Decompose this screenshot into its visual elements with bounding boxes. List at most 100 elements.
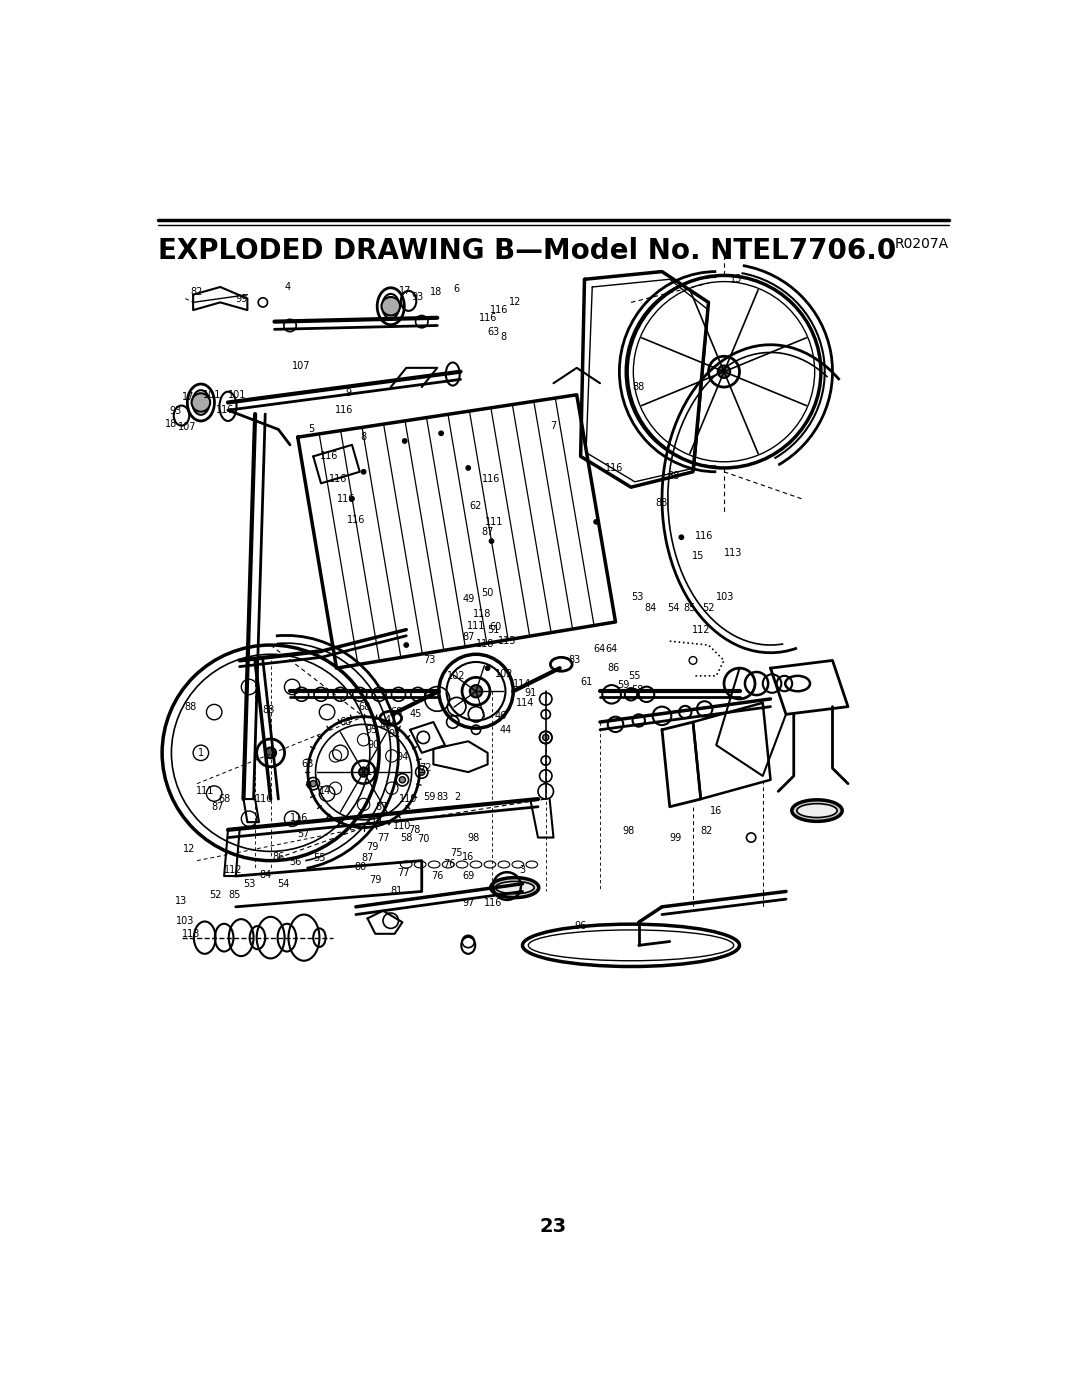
Text: 116: 116 xyxy=(484,898,502,908)
Circle shape xyxy=(438,432,444,436)
Circle shape xyxy=(381,298,400,316)
Circle shape xyxy=(679,535,684,539)
Circle shape xyxy=(191,393,211,412)
Text: 88: 88 xyxy=(262,705,274,715)
Text: 99: 99 xyxy=(235,293,248,303)
Circle shape xyxy=(489,539,494,543)
Text: 95: 95 xyxy=(365,725,378,735)
Circle shape xyxy=(362,469,366,474)
Text: 5: 5 xyxy=(309,425,315,434)
Text: 73: 73 xyxy=(423,655,435,665)
Text: 85: 85 xyxy=(228,890,241,900)
Text: 60: 60 xyxy=(489,622,501,633)
Text: 70: 70 xyxy=(417,834,430,844)
Text: 12: 12 xyxy=(184,844,195,854)
Text: 78: 78 xyxy=(408,824,420,835)
Text: 15: 15 xyxy=(692,552,704,562)
Text: 77: 77 xyxy=(397,868,409,877)
Text: 61: 61 xyxy=(580,678,592,687)
Text: 84: 84 xyxy=(645,604,657,613)
Text: 116: 116 xyxy=(337,493,355,504)
Text: 3: 3 xyxy=(519,865,526,875)
Text: 69: 69 xyxy=(462,872,474,882)
Text: 86: 86 xyxy=(607,664,619,673)
Text: 68: 68 xyxy=(301,760,313,770)
Text: 118: 118 xyxy=(476,638,495,648)
Text: 116: 116 xyxy=(605,462,623,474)
Text: 111: 111 xyxy=(467,620,485,631)
Text: 8: 8 xyxy=(500,332,507,342)
Text: 113: 113 xyxy=(724,548,742,557)
Circle shape xyxy=(350,496,354,502)
Text: 90: 90 xyxy=(367,740,380,750)
Text: 88: 88 xyxy=(633,383,645,393)
Text: 94: 94 xyxy=(396,752,408,761)
Text: 81: 81 xyxy=(391,887,403,897)
Text: 107: 107 xyxy=(293,362,311,372)
Circle shape xyxy=(465,465,471,471)
Text: 53: 53 xyxy=(631,592,644,602)
Ellipse shape xyxy=(797,803,837,817)
Text: 98: 98 xyxy=(468,833,480,842)
Text: 116: 116 xyxy=(321,451,339,461)
Circle shape xyxy=(403,439,407,443)
Text: 46: 46 xyxy=(495,711,507,721)
Ellipse shape xyxy=(792,800,842,821)
Text: 8: 8 xyxy=(361,432,367,441)
Text: 75: 75 xyxy=(450,848,463,858)
Text: 1: 1 xyxy=(198,747,204,757)
Text: 93: 93 xyxy=(411,292,424,302)
Text: 64: 64 xyxy=(594,644,606,654)
Text: 97: 97 xyxy=(462,898,474,908)
Text: 49: 49 xyxy=(462,594,474,604)
Text: 116: 116 xyxy=(480,313,498,323)
Text: 112: 112 xyxy=(691,624,710,634)
Circle shape xyxy=(470,685,482,697)
Text: 88: 88 xyxy=(667,471,679,481)
Circle shape xyxy=(404,643,408,647)
Text: 91: 91 xyxy=(524,687,537,697)
Text: 116: 116 xyxy=(696,531,714,541)
Text: 6: 6 xyxy=(454,284,460,293)
Text: 14: 14 xyxy=(319,787,330,796)
Text: 114: 114 xyxy=(513,679,531,689)
Circle shape xyxy=(266,747,276,759)
Text: 110: 110 xyxy=(393,821,411,831)
Text: 68: 68 xyxy=(359,701,370,711)
Text: 107: 107 xyxy=(178,422,197,432)
Text: 86: 86 xyxy=(272,852,284,862)
Text: 53: 53 xyxy=(243,879,256,888)
Text: 79: 79 xyxy=(366,842,378,852)
Text: 101: 101 xyxy=(228,390,246,400)
Text: 118: 118 xyxy=(473,609,491,619)
Text: 96: 96 xyxy=(575,921,586,930)
Text: 87: 87 xyxy=(482,527,494,536)
Text: 55: 55 xyxy=(313,852,326,862)
Text: 115: 115 xyxy=(498,636,516,647)
Text: 7: 7 xyxy=(551,420,556,430)
Text: 17: 17 xyxy=(181,393,194,402)
Text: 83: 83 xyxy=(568,655,581,665)
Text: 47: 47 xyxy=(384,715,397,725)
Text: 76: 76 xyxy=(443,859,455,869)
Text: 54: 54 xyxy=(667,604,679,613)
Text: 45: 45 xyxy=(409,710,421,719)
Text: 85: 85 xyxy=(684,604,697,613)
Text: 116: 116 xyxy=(335,405,353,415)
Text: 59: 59 xyxy=(423,792,435,802)
Ellipse shape xyxy=(496,882,535,894)
Text: 50: 50 xyxy=(482,588,494,598)
Circle shape xyxy=(419,768,424,775)
Text: 116: 116 xyxy=(490,305,509,316)
Text: 9: 9 xyxy=(346,388,351,398)
Text: 116: 116 xyxy=(483,475,501,485)
Text: 56: 56 xyxy=(289,858,301,868)
Text: 58: 58 xyxy=(400,833,413,842)
Text: 114: 114 xyxy=(515,697,534,708)
Text: 82: 82 xyxy=(191,288,203,298)
Text: 87: 87 xyxy=(362,854,374,863)
Text: 48: 48 xyxy=(379,721,391,731)
Text: 111: 111 xyxy=(485,517,503,527)
Text: 63: 63 xyxy=(487,327,499,337)
Circle shape xyxy=(485,666,490,671)
